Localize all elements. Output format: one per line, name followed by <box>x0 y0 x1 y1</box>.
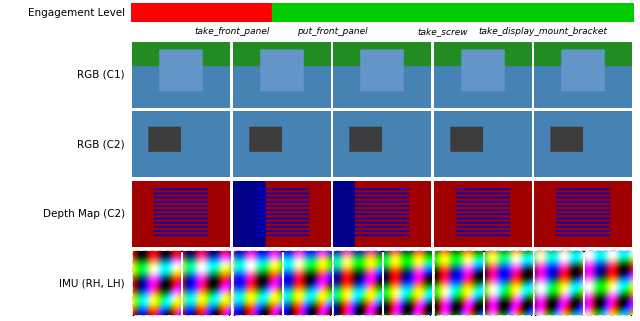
Text: take_display_mount_bracket: take_display_mount_bracket <box>479 27 607 36</box>
Text: put_front_panel: put_front_panel <box>297 27 367 36</box>
Text: take_screw: take_screw <box>417 27 468 36</box>
Text: RGB (C2): RGB (C2) <box>77 139 125 149</box>
Text: Depth Map (C2): Depth Map (C2) <box>43 209 125 219</box>
Text: take_front_panel: take_front_panel <box>194 27 269 36</box>
Bar <box>272 3 634 22</box>
Text: RGB (C1): RGB (C1) <box>77 70 125 80</box>
Text: Engagement Level: Engagement Level <box>28 8 125 18</box>
Text: IMU (RH, LH): IMU (RH, LH) <box>59 278 125 288</box>
Bar <box>131 3 272 22</box>
